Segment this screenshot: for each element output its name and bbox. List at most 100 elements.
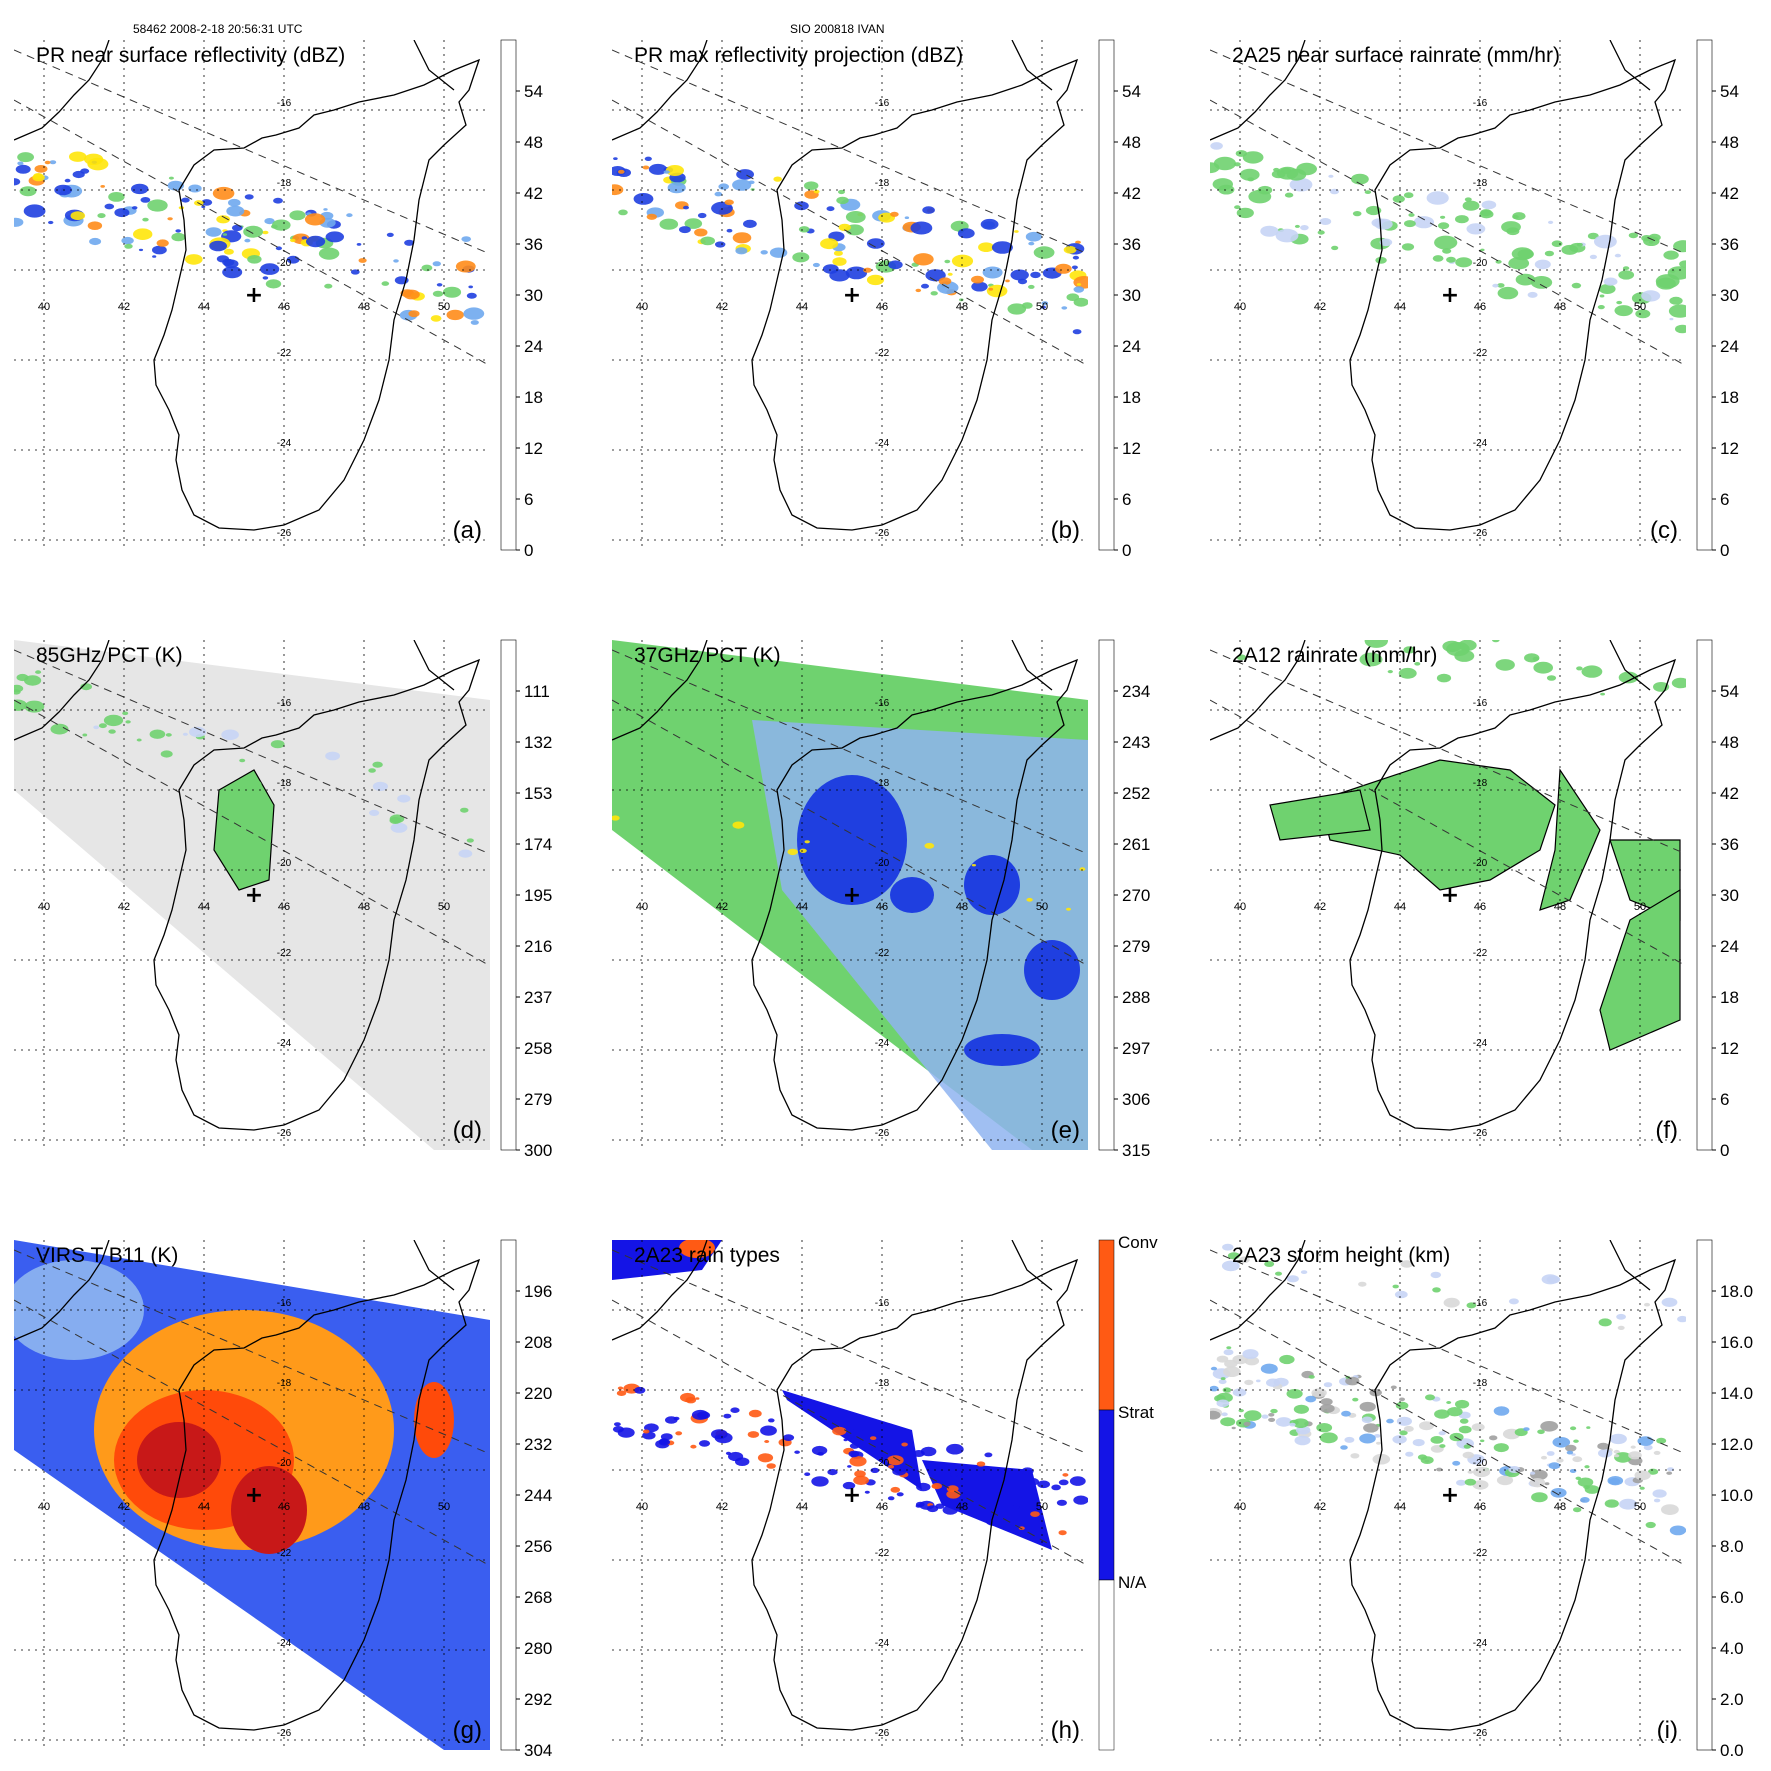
precip-cell — [390, 822, 408, 833]
precip-cell — [1066, 907, 1071, 911]
precip-cell — [1604, 1499, 1619, 1508]
precip-cell — [393, 259, 399, 263]
precip-cell — [1242, 151, 1264, 164]
precip-cell — [1075, 240, 1081, 244]
precip-cell — [1399, 1397, 1405, 1402]
colorbar-tick-label: 12 — [524, 439, 543, 458]
precip-cell — [978, 242, 995, 252]
precip-cell — [1446, 642, 1470, 657]
precip-cell — [1305, 1395, 1317, 1403]
precip-cell — [915, 1504, 922, 1508]
lon-tick-label: 42 — [1314, 901, 1326, 913]
precip-cell — [1242, 1349, 1259, 1359]
colorbar-tick-label: 36 — [1122, 235, 1141, 254]
precip-cell — [1236, 654, 1247, 661]
precip-cell — [290, 238, 296, 243]
precip-cell — [244, 779, 262, 790]
precip-cell — [1319, 218, 1332, 225]
precip-cell — [289, 210, 306, 221]
precip-cell — [125, 720, 131, 724]
lon-tick-label: 48 — [1554, 1501, 1566, 1513]
precip-cell — [24, 700, 45, 713]
lon-tick-label: 50 — [1634, 301, 1646, 313]
lat-tick-label: -20 — [875, 858, 890, 869]
colorbar-tick-label: 258 — [524, 1039, 552, 1058]
precip-cell — [1408, 213, 1415, 217]
precip-cell — [1597, 1442, 1610, 1450]
africa-coastline — [612, 1240, 708, 1341]
precip-cell — [1663, 250, 1679, 260]
precip-cell — [1028, 284, 1035, 289]
precip-cell — [1570, 1426, 1577, 1431]
storm-center-marker: + — [245, 883, 263, 908]
precip-cell — [82, 733, 88, 737]
precip-cell — [1467, 1470, 1474, 1474]
precip-cell — [1546, 675, 1557, 681]
precip-cell — [1551, 240, 1563, 247]
precip-cell — [648, 163, 668, 175]
lat-tick-label: -24 — [1473, 1038, 1488, 1049]
precip-cell — [1350, 1453, 1360, 1459]
lat-tick-label: -16 — [1473, 98, 1488, 109]
precip-cell — [1571, 1453, 1576, 1456]
precip-cell — [455, 260, 476, 273]
precip-cell — [1264, 1261, 1275, 1267]
precip-cell — [1231, 1426, 1236, 1430]
precip-cell — [1675, 324, 1686, 334]
precip-cell — [660, 1433, 673, 1441]
precip-cell — [1656, 277, 1676, 290]
precip-cell — [1575, 1476, 1582, 1481]
precip-cell — [1527, 291, 1538, 298]
lat-tick-label: -22 — [875, 1548, 890, 1559]
swath-edge — [14, 649, 490, 855]
precip-cell — [959, 298, 964, 302]
swath-edge — [14, 99, 490, 367]
map-panel-g: 40 42 44 46 48 50 -16 -18 -20 -22 -24 -26 + VIRS T B1… — [14, 1239, 552, 1760]
precip-cell — [642, 165, 650, 170]
precip-cell — [947, 272, 953, 276]
precip-cell — [1480, 1439, 1485, 1443]
colorbar-tick-label: 12 — [1122, 439, 1141, 458]
precip-cell — [1218, 184, 1235, 195]
precip-cell — [991, 241, 1013, 254]
precip-cell — [1434, 235, 1458, 250]
precip-cell — [849, 1456, 867, 1467]
precip-cell — [901, 1442, 908, 1447]
precip-cell — [1028, 241, 1035, 246]
precip-cell — [642, 1429, 650, 1434]
lon-tick-label: 42 — [118, 301, 130, 313]
comoros-coastline — [1011, 640, 1053, 691]
precip-cell — [890, 211, 899, 217]
precip-cell — [1412, 1439, 1425, 1447]
precip-cell — [1534, 259, 1551, 270]
precip-cell — [368, 768, 376, 773]
precip-cell — [1030, 1511, 1040, 1517]
lat-tick-label: -24 — [1473, 1638, 1488, 1649]
colorbar-tick-label: Strat — [1118, 1403, 1154, 1422]
africa-coastline — [1210, 1240, 1306, 1341]
precip-cell — [1276, 166, 1299, 180]
precip-cell — [748, 1409, 762, 1418]
precip-cell — [1565, 1444, 1577, 1452]
lon-tick-label: 40 — [636, 901, 648, 913]
precip-cell — [104, 203, 115, 210]
colorbar-tick-label: 42 — [1720, 784, 1739, 803]
colorbar-tick-label: 36 — [1720, 835, 1739, 854]
lon-tick-label: 48 — [358, 301, 370, 313]
precip-cell — [612, 815, 620, 821]
lon-tick-label: 48 — [956, 301, 968, 313]
colorbar-tick-label: 195 — [524, 886, 552, 905]
precip-cell — [14, 217, 24, 227]
lon-tick-label: 50 — [1634, 1501, 1646, 1513]
precip-cell — [1403, 646, 1416, 654]
precip-cell — [957, 228, 975, 239]
colorbar-tick-label: 244 — [524, 1486, 552, 1505]
precip-cell — [1275, 1417, 1292, 1427]
lat-tick-label: -22 — [875, 348, 890, 359]
precip-cell — [811, 1445, 828, 1456]
precip-cell — [389, 817, 402, 824]
precip-cell — [1026, 897, 1033, 902]
precip-cell — [1462, 1451, 1475, 1459]
precip-cell — [1061, 306, 1068, 310]
precip-cell — [984, 1452, 993, 1458]
